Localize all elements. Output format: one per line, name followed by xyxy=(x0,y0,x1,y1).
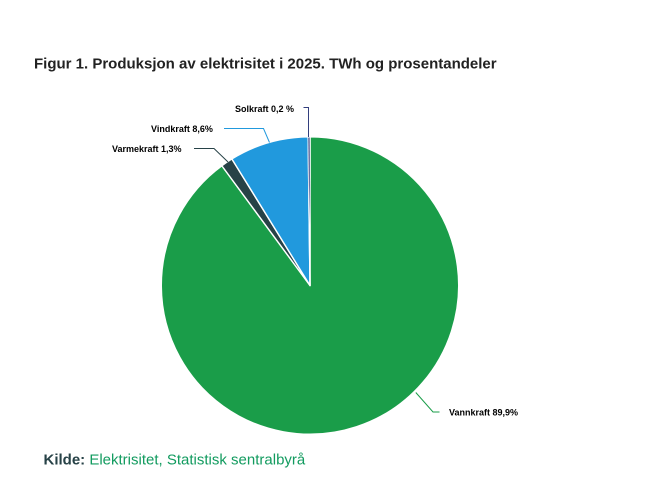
svg-text:Vannkraft 89,9%: Vannkraft 89,9% xyxy=(449,407,518,417)
svg-text:Varmekraft 1,3%: Varmekraft 1,3% xyxy=(112,144,182,154)
svg-text:Kilde: Elektrisitet, Statistis: Kilde: Elektrisitet, Statistisk sentralb… xyxy=(44,452,306,469)
svg-text:Vindkraft 8,6%: Vindkraft 8,6% xyxy=(151,124,213,134)
svg-text:Figur 1. Produksjon av elektri: Figur 1. Produksjon av elektrisitet i 20… xyxy=(34,56,497,73)
svg-text:Solkraft 0,2 %: Solkraft 0,2 % xyxy=(235,104,294,114)
